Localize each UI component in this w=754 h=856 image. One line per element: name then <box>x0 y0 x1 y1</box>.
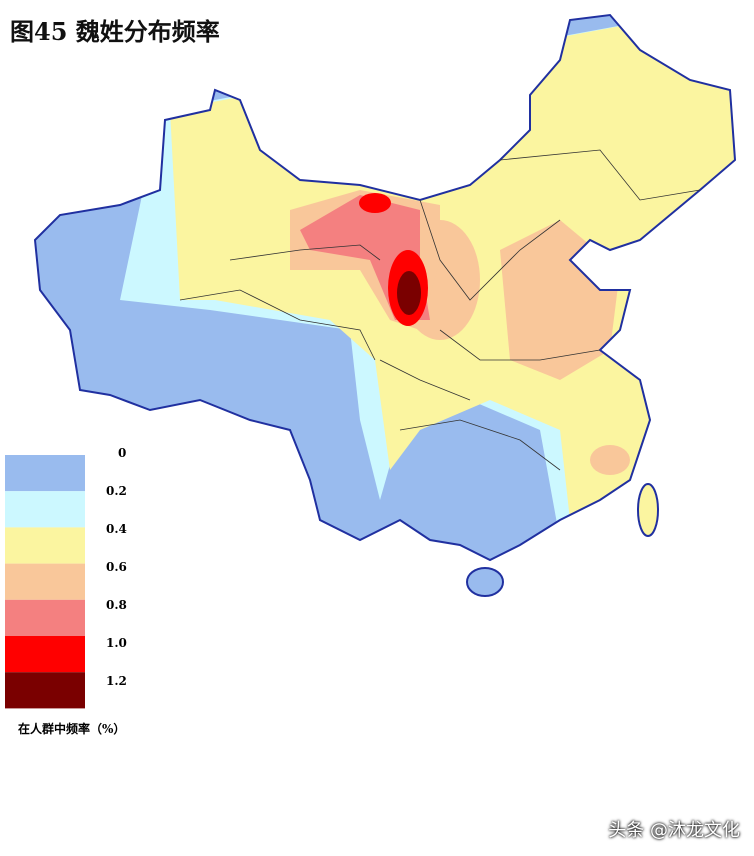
watermark: 头条 @沐龙文化 <box>608 820 740 841</box>
legend-swatch <box>5 527 85 564</box>
legend-label: 1.0 <box>106 636 127 650</box>
taiwan <box>637 483 659 537</box>
legend-label: 0.8 <box>106 598 127 612</box>
legend-swatch <box>5 672 85 709</box>
legend-label: 0.2 <box>106 484 127 498</box>
legend-swatch <box>5 491 85 528</box>
legend-swatch <box>5 636 85 673</box>
legend-label: 0.6 <box>106 560 127 574</box>
legend-label: 0.4 <box>106 522 127 536</box>
legend-label: 1.2 <box>106 674 127 688</box>
legend-swatch <box>5 563 85 600</box>
legend <box>5 455 85 709</box>
title: 图45 魏姓分布频率 <box>10 17 220 46</box>
legend-title: 在人群中频率（%） <box>18 722 126 736</box>
legend-swatch <box>5 455 85 492</box>
legend-label: 0 <box>118 446 127 460</box>
hainan <box>466 567 504 597</box>
province-borders <box>179 149 701 471</box>
legend-swatch <box>5 599 85 636</box>
